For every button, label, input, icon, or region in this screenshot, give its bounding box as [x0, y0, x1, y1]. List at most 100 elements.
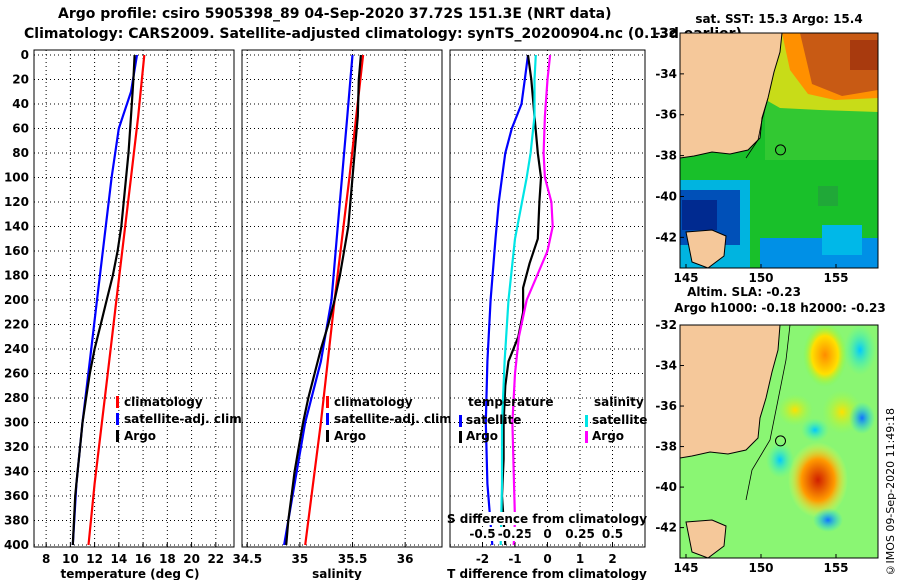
- difference-legend-salinity: salinity satellite Argo: [585, 395, 647, 443]
- legend-swatch-climatology: [116, 396, 119, 408]
- x-tick-label: 2: [608, 552, 616, 566]
- map-lon-label: 155: [823, 271, 848, 285]
- map-lat-label: -40: [655, 480, 677, 494]
- temperature-xlabel: temperature (deg C): [61, 567, 200, 580]
- legend-s-argo-swatch: [585, 431, 588, 443]
- depth-tick-label: 300: [4, 416, 29, 430]
- salinity-legend: climatology satellite-adj. clim. Argo: [326, 395, 456, 443]
- depth-tick-label: 40: [12, 97, 29, 111]
- x-tick-label: 10: [62, 552, 79, 566]
- series-line-argo: [71, 54, 136, 546]
- temperature-grid: [34, 50, 234, 547]
- sla-map-subtitle: Argo h1000: -0.18 h2000: -0.23: [674, 301, 885, 315]
- depth-tick-label: 220: [4, 318, 29, 332]
- x-tick-label: -2: [476, 552, 489, 566]
- series-line-climatology: [87, 54, 146, 546]
- secondary-tick-bg: [530, 527, 565, 541]
- temperature-legend: climatology satellite-adj. clim. Argo: [116, 395, 246, 443]
- sal-legend-swatch-argo: [326, 430, 329, 442]
- map-lat-label: -32: [655, 318, 677, 332]
- legend-t-sat-swatch: [459, 415, 462, 427]
- salinity-x-ticks: 34.5 35 35.5 36: [232, 543, 414, 566]
- x-tick-label: 16: [135, 552, 152, 566]
- x-tick-label: 22: [207, 552, 224, 566]
- map-lat-label: -38: [655, 440, 677, 454]
- map-lat-label: -42: [655, 521, 677, 535]
- sla-map-title: Altim. SLA: -0.23: [687, 285, 801, 299]
- map-lon-label: 150: [748, 271, 773, 285]
- x-tick-label: 1: [576, 552, 584, 566]
- depth-tick-label: 60: [12, 122, 29, 136]
- depth-tick-label: 180: [4, 269, 29, 283]
- depth-tick-label: 120: [4, 195, 29, 209]
- map-lat-label: -40: [655, 189, 677, 203]
- secondary-axis-label-bg: [456, 512, 641, 525]
- legend-swatch-satellite: [116, 413, 119, 425]
- sst-map-argo-marker: [775, 144, 786, 156]
- secondary-tick-label: 0: [543, 527, 551, 541]
- difference-x-ticks: -2 -1 0 1 2: [476, 543, 617, 566]
- depth-tick-label: 320: [4, 440, 29, 454]
- legend-s-sat-swatch: [585, 415, 588, 427]
- legend-temperature-title: temperature: [468, 395, 553, 409]
- x-tick-label: 8: [42, 552, 50, 566]
- map-lat-label: -38: [655, 149, 677, 163]
- legend-swatch-argo: [116, 430, 119, 442]
- difference-legend-temperature: temperature satellite Argo: [459, 395, 553, 443]
- sst-field: [680, 33, 878, 268]
- secondary-tick-bg: [465, 527, 500, 541]
- secondary-tick-bg: [595, 527, 630, 541]
- series-line-argo: [285, 54, 362, 546]
- salinity-plot-frame: [241, 49, 443, 548]
- sla-map-argo-marker: [775, 435, 786, 447]
- x-tick-label: 14: [110, 552, 127, 566]
- legend-salinity-title: salinity: [594, 395, 644, 409]
- map-lon-label: 145: [673, 271, 698, 285]
- x-tick-label: 20: [183, 552, 200, 566]
- series-line-t-argo: [500, 54, 543, 546]
- map-lat-label: -34: [655, 359, 677, 373]
- x-tick-label: 35: [292, 552, 309, 566]
- sla-map-panel: Altim. SLA: -0.23 Argo h1000: -0.18 h200…: [655, 285, 885, 575]
- depth-tick-label: 200: [4, 293, 29, 307]
- map-lon-label: 150: [748, 561, 773, 575]
- secondary-tick-bg: [563, 527, 597, 541]
- map-lat-label: -34: [655, 67, 677, 81]
- sst-map-frame: [679, 32, 879, 269]
- x-tick-label: 0: [543, 552, 551, 566]
- depth-tick-label: 80: [12, 146, 29, 160]
- x-tick-label: -1: [508, 552, 521, 566]
- legend-satellite: satellite-adj. clim.: [124, 412, 246, 426]
- depth-tick-label: 0: [21, 48, 29, 62]
- secondary-tick-label: 0.25: [565, 527, 595, 541]
- sla-field: [680, 325, 878, 558]
- map-lat-label: -42: [655, 230, 677, 244]
- series-line-s-argo: [511, 54, 554, 546]
- secondary-axis-ticks: -0.5 -0.25 0 0.25 0.5: [465, 527, 630, 541]
- salinity-panel: 34.5 35 35.5 36 salinity climatology satell…: [232, 49, 456, 580]
- series-line-t-satellite: [484, 54, 530, 546]
- x-tick-label: 18: [159, 552, 176, 566]
- x-tick-label: 12: [86, 552, 103, 566]
- temperature-series: [71, 54, 146, 546]
- legend-s-satellite: satellite: [592, 413, 647, 427]
- depth-tick-label: 360: [4, 489, 29, 503]
- depth-tick-label: 260: [4, 367, 29, 381]
- series-line-satellite-adj-clim-: [283, 54, 354, 546]
- sal-legend-swatch-satellite: [326, 413, 329, 425]
- x-tick-label: 34.5: [232, 552, 262, 566]
- depth-tick-label: 340: [4, 465, 29, 479]
- sal-legend-climatology: climatology: [334, 395, 413, 409]
- secondary-axis-label: S difference from climatology: [447, 512, 647, 526]
- secondary-tick-bg: [498, 527, 532, 541]
- secondary-tick-label: -0.5: [469, 527, 495, 541]
- legend-s-argo: Argo: [592, 429, 624, 443]
- difference-series: [484, 54, 554, 546]
- credit-stamp: ©IMOS 09-Sep-2020 11:49:18: [884, 407, 897, 576]
- temperature-x-ticks: 8 10 12 14 16 18 20 22: [42, 543, 224, 566]
- secondary-tick-label: 0.5: [602, 527, 623, 541]
- map-lat-label: -36: [655, 399, 677, 413]
- salinity-series: [283, 54, 365, 546]
- depth-tick-label: 20: [12, 73, 29, 87]
